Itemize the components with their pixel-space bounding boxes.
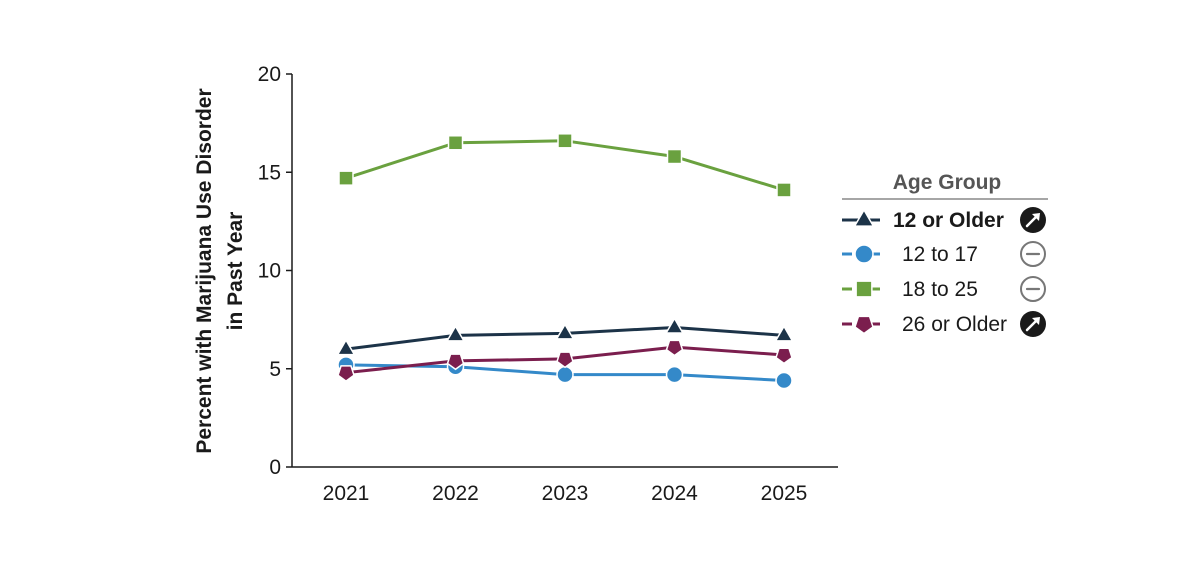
y-tick-label: 0	[269, 456, 281, 479]
data-point	[446, 353, 465, 371]
x-tick-labels: 2021 2022 2023 2024 2025	[323, 482, 808, 505]
legend-marker	[854, 244, 874, 264]
x-tick-label: 2022	[432, 482, 479, 505]
data-point	[775, 347, 793, 365]
series-26-or-older	[337, 339, 793, 383]
legend-label: 12 or Older	[893, 209, 1004, 232]
y-axis-title-line2: in Past Year	[224, 212, 247, 331]
data-point	[665, 365, 684, 384]
y-tick-label: 10	[258, 260, 281, 283]
minus-circle-icon	[1020, 276, 1046, 302]
y-tick-label: 5	[269, 358, 281, 381]
data-point	[556, 351, 574, 369]
legend-marker	[854, 315, 874, 335]
data-point	[774, 324, 794, 342]
legend-marker	[855, 280, 873, 298]
arrow-up-right-icon	[1020, 207, 1046, 233]
data-point	[666, 148, 683, 165]
data-point	[557, 133, 573, 149]
data-point	[665, 339, 684, 357]
legend-item: 12 to 17	[842, 241, 1046, 267]
data-point	[445, 324, 466, 342]
legend-item: 18 to 25	[842, 276, 1046, 302]
minus-circle-icon	[1020, 241, 1046, 267]
x-tick-label: 2024	[651, 482, 698, 505]
legend-label: 26 or Older	[902, 313, 1007, 336]
data-point	[556, 365, 574, 384]
series-layer	[336, 133, 794, 390]
x-tick-label: 2021	[323, 482, 370, 505]
legend-label: 12 to 17	[902, 243, 978, 266]
data-point	[775, 371, 793, 390]
data-point	[336, 338, 356, 356]
legend-marker	[853, 208, 875, 227]
chart-axes	[291, 74, 838, 468]
data-point	[555, 322, 575, 340]
y-axis-title-line1: Percent with Marijuana Use Disorder	[193, 88, 216, 453]
data-point	[338, 170, 354, 186]
series-12-or-older	[336, 317, 794, 356]
y-tick-label: 15	[258, 161, 281, 184]
arrow-up-right-icon	[1020, 311, 1046, 337]
legend: Age Group 12 or Older 12 to 17 18 to 25 26 …	[842, 171, 1048, 337]
data-point	[447, 135, 464, 151]
legend-title: Age Group	[893, 171, 1002, 194]
y-tick-label: 20	[258, 63, 281, 86]
x-tick-label: 2025	[761, 482, 808, 505]
x-tick-label: 2023	[542, 482, 589, 505]
data-point	[776, 182, 792, 198]
series-18-to-25	[338, 133, 792, 198]
legend-item: 26 or Older	[842, 311, 1046, 337]
data-point	[337, 365, 355, 383]
legend-label: 18 to 25	[902, 278, 978, 301]
data-point	[664, 317, 685, 334]
legend-items: 12 or Older 12 to 17 18 to 25 26 or Older	[842, 207, 1046, 337]
legend-item: 12 or Older	[842, 207, 1046, 233]
y-tick-labels: 0 5 10 15 20	[258, 63, 292, 479]
